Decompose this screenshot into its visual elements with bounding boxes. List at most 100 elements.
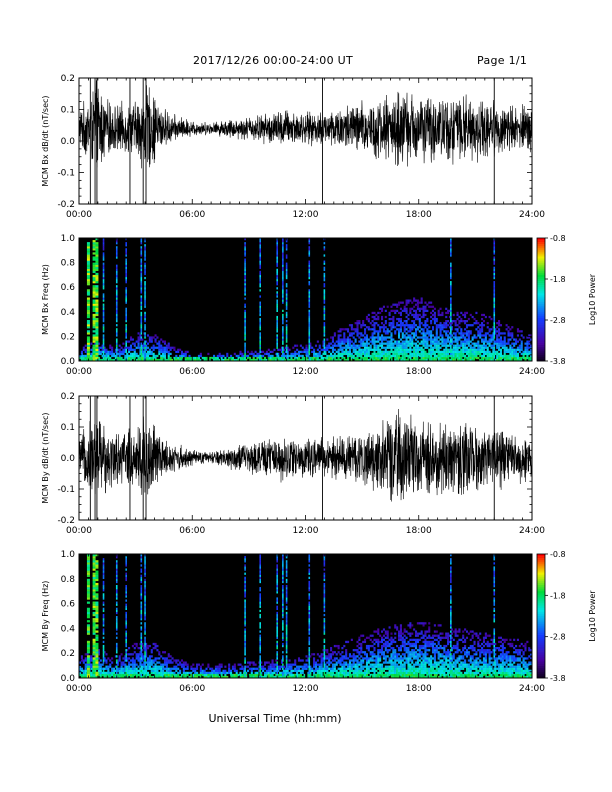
heatmap-cell	[371, 651, 374, 654]
heatmap-cell	[80, 354, 83, 358]
heatmap-cell	[239, 675, 242, 679]
heatmap-cell	[448, 342, 452, 345]
heatmap-cell	[158, 346, 161, 349]
heatmap-cell	[252, 661, 255, 664]
burst-streak	[95, 336, 99, 339]
heatmap-cell	[258, 356, 261, 360]
burst-streak	[308, 266, 311, 269]
heatmap-cell	[420, 346, 423, 349]
burst-streak	[276, 242, 278, 245]
burst-streak	[323, 315, 326, 319]
heatmap-cell	[367, 636, 370, 639]
heatmap-cell	[163, 663, 167, 666]
burst-streak	[244, 246, 246, 249]
heatmap-cell	[399, 328, 402, 331]
burst-streak	[244, 303, 246, 306]
heatmap-cell	[397, 336, 401, 339]
burst-streak	[115, 305, 118, 308]
heatmap-cell	[409, 348, 412, 351]
heatmap-cell	[288, 348, 291, 351]
heatmap-cell	[307, 665, 310, 668]
heatmap-cell	[350, 334, 353, 337]
burst-streak	[259, 356, 261, 360]
burst-streak	[285, 332, 288, 335]
heatmap-cell	[299, 354, 302, 358]
heatmap-cell	[320, 657, 323, 660]
heatmap-cell	[507, 342, 510, 345]
burst-streak	[125, 258, 127, 261]
heatmap-cell	[352, 348, 355, 351]
burst-streak	[115, 344, 118, 347]
heatmap-cell	[379, 307, 382, 310]
heatmap-cell	[350, 332, 353, 335]
heatmap-cell	[279, 675, 282, 679]
heatmap-cell	[173, 346, 176, 349]
heatmap-cell	[373, 669, 376, 672]
heatmap-cell	[424, 334, 427, 337]
colorbar-cell	[537, 264, 545, 267]
heatmap-cell	[448, 309, 452, 312]
heatmap-cell	[180, 659, 184, 662]
heatmap-cell	[437, 342, 440, 345]
heatmap-cell	[464, 342, 467, 345]
heatmap-cell	[143, 661, 146, 664]
heatmap-cell	[97, 663, 100, 666]
heatmap-cell	[416, 313, 419, 317]
heatmap-cell	[233, 675, 236, 679]
burst-streak	[86, 258, 90, 261]
burst-streak	[308, 344, 311, 347]
heatmap-cell	[381, 647, 384, 650]
heatmap-cell	[341, 348, 344, 351]
heatmap-cell	[314, 344, 318, 347]
burst-streak	[92, 240, 96, 243]
heatmap-cell	[345, 669, 348, 672]
heatmap-cell	[524, 350, 527, 353]
heatmap-cell	[479, 346, 482, 349]
heatmap-cell	[156, 661, 159, 664]
heatmap-cell	[273, 669, 276, 672]
heatmap-cell	[148, 350, 151, 353]
heatmap-cell	[462, 344, 465, 347]
heatmap-cell	[418, 358, 421, 362]
burst-streak	[92, 289, 96, 292]
heatmap-cell	[175, 661, 178, 664]
heatmap-cell	[445, 344, 448, 347]
heatmap-cell	[435, 332, 438, 335]
heatmap-cell	[464, 311, 467, 315]
burst-streak	[95, 350, 99, 353]
heatmap-cell	[379, 330, 382, 333]
heatmap-cell	[394, 346, 397, 349]
heatmap-cell	[180, 350, 184, 353]
heatmap-cell	[431, 348, 435, 351]
heatmap-cell	[345, 653, 348, 656]
heatmap-cell	[418, 336, 421, 339]
burst-streak	[144, 332, 146, 335]
heatmap-cell	[243, 673, 246, 677]
heatmap-cell	[397, 671, 401, 675]
heatmap-cell	[388, 313, 391, 317]
burst-streak	[282, 287, 284, 290]
burst-streak	[450, 354, 452, 358]
heatmap-cell	[322, 675, 325, 679]
heatmap-cell	[416, 350, 419, 353]
heatmap-cell	[388, 324, 391, 327]
burst-streak	[323, 301, 326, 304]
burst-streak	[493, 289, 496, 292]
heatmap-cell	[109, 673, 112, 677]
heatmap-cell	[501, 332, 504, 335]
burst-streak	[259, 250, 261, 253]
heatmap-cell	[150, 661, 153, 664]
heatmap-cell	[490, 336, 493, 339]
heatmap-cell	[373, 330, 376, 333]
heatmap-cell	[418, 346, 421, 349]
heatmap-cell	[296, 665, 299, 668]
heatmap-cell	[303, 350, 306, 353]
heatmap-cell	[369, 634, 372, 637]
heatmap-cell	[335, 340, 338, 343]
heatmap-cell	[284, 667, 287, 670]
heatmap-cell	[167, 354, 170, 358]
heatmap-cell	[377, 352, 380, 356]
heatmap-cell	[382, 673, 385, 677]
burst-streak	[259, 311, 261, 315]
heatmap-cell	[143, 655, 146, 658]
